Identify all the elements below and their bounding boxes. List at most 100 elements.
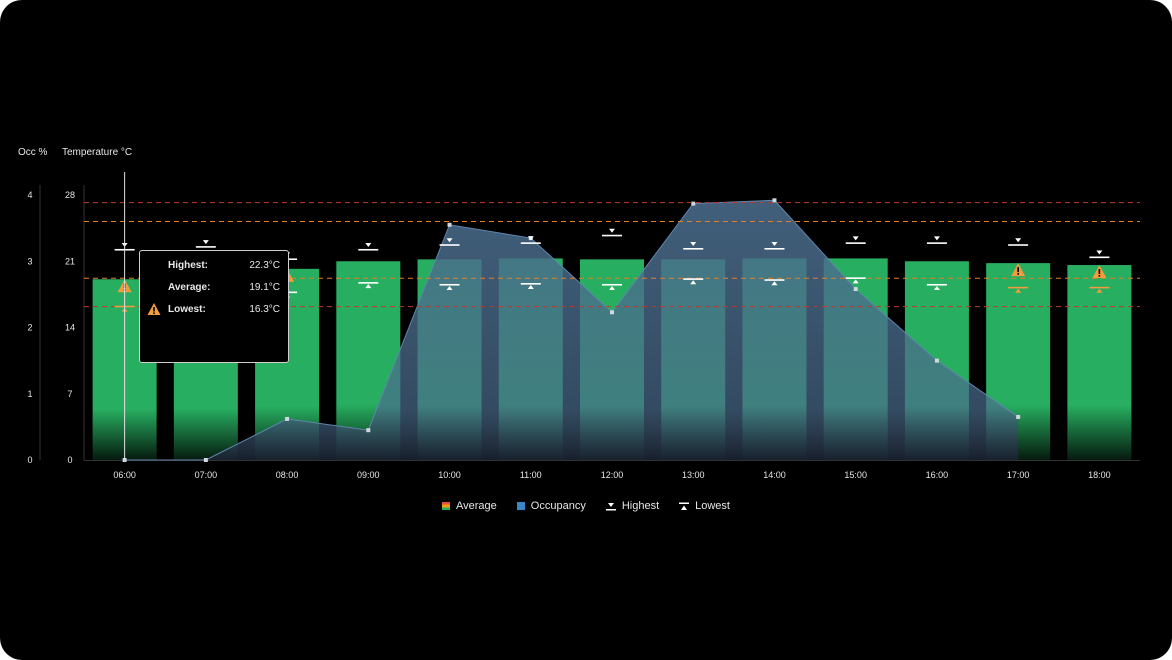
occupancy-line (124, 199, 1019, 461)
x-tick-label: 13:00 (682, 470, 705, 480)
tooltip-lowest-value: 16.3°C (249, 304, 280, 315)
occupancy-point (366, 428, 371, 433)
chart-legend: Average Occupancy Highest Lowest (0, 500, 1172, 512)
x-tick-label: 17:00 (1007, 470, 1030, 480)
warning-icon-mark (1098, 269, 1101, 275)
lowest-marker-arrow (365, 284, 372, 289)
temperature-axis-title: Temperature °C (62, 147, 133, 158)
occupancy-point (610, 310, 614, 315)
occ-tick-label: 0 (27, 455, 32, 465)
warning-icon-dot (1017, 273, 1019, 275)
occupancy-point (853, 287, 858, 292)
highest-marker-arrow (527, 236, 534, 241)
occ-axis-title: Occ % (18, 147, 48, 158)
highest-marker-arrow (609, 228, 615, 233)
warning-icon-mark (1017, 267, 1019, 273)
x-tick-label: 15:00 (844, 470, 867, 480)
highest-marker (926, 242, 947, 244)
tooltip-row-lowest: Lowest: 16.3°C (140, 303, 288, 318)
tooltip-average-label: Average: (168, 282, 211, 293)
occ-tick-label: 4 (27, 190, 32, 200)
x-tick-label: 18:00 (1088, 470, 1111, 480)
tooltip-highest-label: Highest: (168, 260, 208, 271)
occupancy-point (691, 201, 696, 206)
legend-average-label: Average (456, 500, 497, 512)
highest-marker-arrow (365, 242, 372, 247)
highest-marker-arrow (771, 242, 778, 246)
tooltip-average-value: 19.1°C (249, 282, 280, 293)
tooltip-row-highest: Highest: 22.3°C (140, 260, 288, 274)
x-tick-label: 11:00 (520, 470, 542, 480)
temperature-tick-label: 0 (67, 455, 72, 465)
lowest-marker (602, 283, 622, 286)
lowest-marker (926, 283, 947, 286)
occupancy-point (447, 222, 452, 227)
lowest-marker-arrow (690, 280, 697, 285)
legend-highest-label: Highest (621, 500, 660, 512)
legend-average-swatch (442, 502, 451, 510)
average-bar (1067, 265, 1132, 460)
lowest-marker (845, 277, 866, 279)
occ-tick-label: 1 (27, 389, 32, 399)
highest-marker (845, 242, 866, 244)
temperature-tick-label: 7 (67, 389, 72, 399)
highest-marker-arrow (1015, 238, 1022, 243)
legend-item-average[interactable]: Average (442, 500, 497, 512)
occupancy-point (934, 358, 939, 363)
highest-marker (602, 234, 622, 237)
lowest-marker-arrow (609, 285, 615, 290)
x-tick-label: 08:00 (276, 470, 299, 480)
lowest-marker (439, 283, 460, 286)
hover-tooltip: Highest: 22.3°C Average: 19.1°C Lowest: … (139, 250, 289, 363)
highest-marker-arrow (1096, 250, 1103, 255)
legend-item-occupancy[interactable]: Occupancy (516, 500, 586, 512)
highest-marker-arrow (933, 236, 940, 241)
highest-marker (1089, 256, 1110, 259)
highest-marker (195, 246, 216, 248)
highest-marker (1008, 244, 1029, 246)
lowest-marker-arrow (446, 285, 453, 290)
tooltip-row-average: Average: 19.1°C (140, 282, 288, 296)
occupancy-point (1016, 414, 1021, 419)
legend-occupancy-label: Occupancy (530, 500, 586, 512)
legend-item-highest[interactable]: Highest (605, 500, 660, 512)
warning-icon (147, 303, 161, 315)
highest-marker (358, 248, 379, 251)
lowest-marker-icon (679, 502, 690, 510)
x-tick-label: 09:00 (357, 470, 380, 480)
x-tick-label: 16:00 (926, 470, 949, 480)
occupancy-point (285, 416, 290, 421)
lowest-marker-arrow (771, 281, 778, 286)
occ-tick-label: 3 (27, 256, 32, 266)
occupancy-area (124, 200, 1019, 461)
highest-marker (520, 242, 541, 244)
occupancy-point (772, 198, 777, 203)
legend-item-lowest[interactable]: Lowest (679, 500, 730, 512)
tooltip-lowest-label: Lowest: (168, 304, 206, 315)
highest-marker-arrow (446, 238, 453, 243)
x-tick-label: 12:00 (601, 470, 624, 480)
lowest-marker-arrow (852, 279, 859, 284)
x-tick-label: 06:00 (113, 470, 136, 480)
highest-marker (764, 248, 785, 250)
temperature-tick-label: 21 (65, 256, 75, 266)
x-tick-label: 14:00 (763, 470, 786, 480)
lowest-marker (683, 278, 704, 280)
tooltip-highest-value: 22.3°C (249, 260, 280, 271)
lowest-marker (1008, 286, 1029, 289)
lowest-marker (1089, 286, 1110, 289)
temperature-tick-label: 28 (65, 190, 75, 200)
temperature-tick-label: 14 (65, 323, 75, 333)
lowest-marker (358, 282, 379, 284)
highest-marker-arrow (202, 240, 209, 245)
lowest-marker-arrow (527, 285, 534, 290)
highest-marker (683, 248, 704, 250)
lowest-marker (764, 279, 785, 281)
legend-occupancy-swatch (516, 502, 525, 510)
lowest-marker (520, 283, 541, 285)
x-tick-label: 10:00 (438, 470, 461, 480)
highest-marker (439, 244, 460, 246)
lowest-marker-arrow (1015, 288, 1022, 293)
legend-lowest-label: Lowest (695, 500, 730, 512)
